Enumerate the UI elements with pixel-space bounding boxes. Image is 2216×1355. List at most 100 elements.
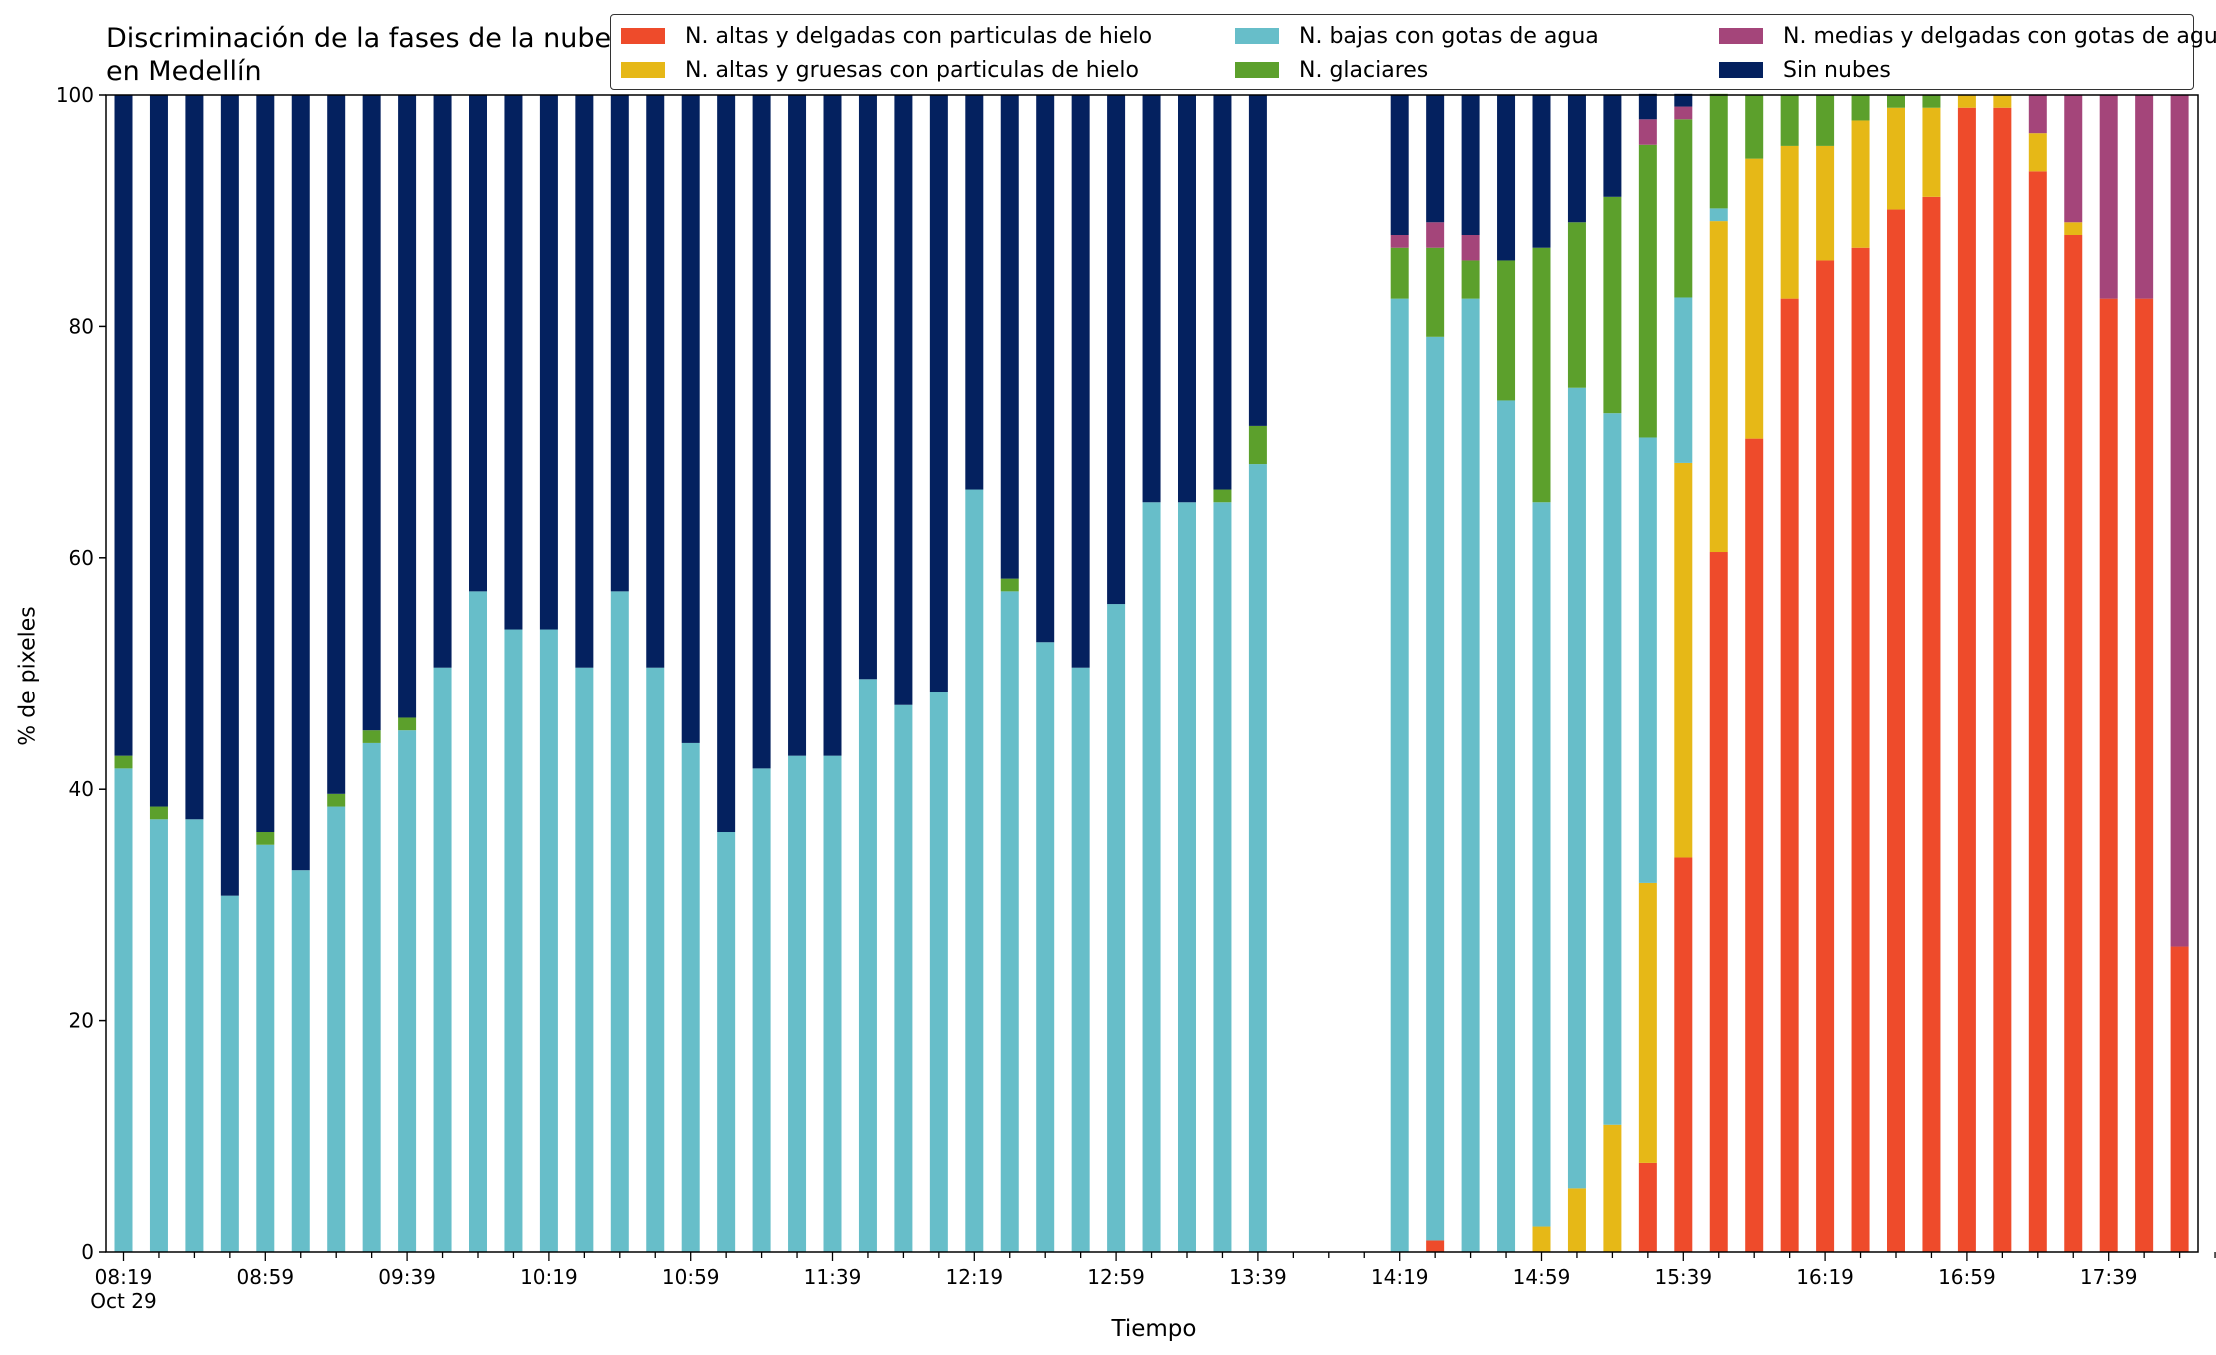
bar-segment <box>114 755 133 769</box>
bar-segment <box>1922 196 1941 1252</box>
bar-segment <box>2064 234 2083 1252</box>
bar-segment <box>1674 297 1693 463</box>
bar-segment <box>2170 95 2189 947</box>
bar-segment <box>681 95 700 743</box>
x-tick-label: 14:59 <box>1513 1265 1571 1289</box>
bar-segment <box>1497 400 1516 1252</box>
bar-segment <box>469 95 487 592</box>
bar-segment <box>149 819 168 1252</box>
bar-segment <box>1248 95 1267 426</box>
bar-segment <box>1709 552 1728 1252</box>
bar-segment <box>1674 857 1693 1252</box>
bar-segment <box>1107 604 1126 1252</box>
bar-segment <box>1993 107 2012 1252</box>
bar-segment <box>362 742 381 1252</box>
bar-segment <box>1603 1124 1622 1252</box>
x-date-label: Oct 29 <box>90 1289 156 1313</box>
bar-segment <box>1674 106 1693 120</box>
y-tick-label: 20 <box>69 1009 94 1033</box>
bar-segment <box>220 895 239 1252</box>
bar-segment <box>149 95 168 807</box>
bar-segment <box>965 95 984 490</box>
legend-label: N. medias y delgadas con gotas de agua <box>1783 23 2216 49</box>
x-tick-label: 10:59 <box>662 1265 720 1289</box>
bar-segment <box>2064 222 2083 235</box>
bar-segment <box>504 95 523 630</box>
bar-segment <box>1674 462 1693 858</box>
bar-segment <box>1178 95 1196 503</box>
bar-segment <box>1071 667 1090 1252</box>
bar-segment <box>752 95 771 769</box>
bar-segment <box>2028 171 2047 1252</box>
bar-segment <box>1745 438 1764 1252</box>
legend-swatch <box>1719 28 1763 44</box>
bar-segment <box>610 95 629 592</box>
bar-segment <box>894 95 913 705</box>
bar-segment <box>929 95 948 693</box>
x-tick-label: 10:19 <box>520 1265 578 1289</box>
bar-segment <box>1213 95 1232 490</box>
x-tick-label: 12:59 <box>1087 1265 1145 1289</box>
bar-segment <box>291 870 310 1252</box>
bar-segment <box>894 704 913 1252</box>
bar-segment <box>1638 1162 1657 1252</box>
bar-segment <box>1638 437 1657 883</box>
bar-segment <box>1887 209 1905 1253</box>
bar-segment <box>469 591 487 1252</box>
bar-segment <box>2099 298 2118 1253</box>
x-tick-label: 17:39 <box>2080 1265 2138 1289</box>
bar-segment <box>1426 1240 1445 1252</box>
bar-segment <box>788 95 807 756</box>
bar-segment <box>1426 95 1445 223</box>
bar-segment <box>1851 120 1870 248</box>
bar-segment <box>291 95 310 871</box>
bar-segment <box>1674 119 1693 298</box>
legend-swatch <box>621 28 665 44</box>
bar-segment <box>1426 222 1445 248</box>
bar-segment <box>2028 133 2047 172</box>
bar-segment <box>610 591 629 1252</box>
bar-segment <box>1497 95 1516 261</box>
legend-item: N. altas y gruesas con particulas de hie… <box>621 53 1235 87</box>
bar-segment <box>398 730 417 1252</box>
bar-segment <box>717 832 736 1252</box>
legend-item: N. bajas con gotas de agua <box>1235 19 1719 53</box>
bar-segment <box>1638 144 1657 438</box>
bar-segment <box>1567 95 1586 223</box>
bar-segment <box>1248 464 1267 1252</box>
bar-segment <box>433 95 452 668</box>
bar-segment <box>433 667 452 1252</box>
x-tick-label: 16:59 <box>1938 1265 1996 1289</box>
bar-segment <box>149 806 168 820</box>
bar-segment <box>327 95 346 794</box>
bar-segment <box>1390 234 1409 248</box>
bar-segment <box>1887 95 1905 108</box>
legend-item: N. altas y delgadas con particulas de hi… <box>621 19 1235 53</box>
bar-segment <box>1036 642 1055 1252</box>
bar-segment <box>965 489 984 1252</box>
bar-segment <box>1461 298 1480 1253</box>
bar-segment <box>1390 298 1409 1253</box>
bar-segment <box>1532 95 1551 248</box>
bar-segment <box>1000 591 1019 1252</box>
legend-swatch <box>1235 62 1279 78</box>
legend-swatch <box>1235 28 1279 44</box>
legend-label: N. glaciares <box>1299 57 1429 83</box>
bar-segment <box>1603 196 1622 414</box>
bar-segment <box>858 679 877 1252</box>
bar-segment <box>362 730 381 743</box>
bar-segment <box>1142 502 1161 1252</box>
bar-segment <box>362 95 381 731</box>
legend-label: N. altas y gruesas con particulas de hie… <box>685 57 1139 83</box>
legend-item: N. glaciares <box>1235 53 1719 87</box>
x-tick-label: 09:39 <box>378 1265 436 1289</box>
bar-segment <box>1709 93 1728 209</box>
legend-swatch <box>621 62 665 78</box>
bar-segment <box>1213 489 1232 503</box>
bar-segment <box>1000 578 1019 592</box>
bar-segment <box>1674 93 1693 107</box>
legend-swatch <box>1719 62 1763 78</box>
bar-segment <box>1993 95 2012 108</box>
bar-segment <box>2099 95 2118 299</box>
bar-segment <box>1461 260 1480 299</box>
